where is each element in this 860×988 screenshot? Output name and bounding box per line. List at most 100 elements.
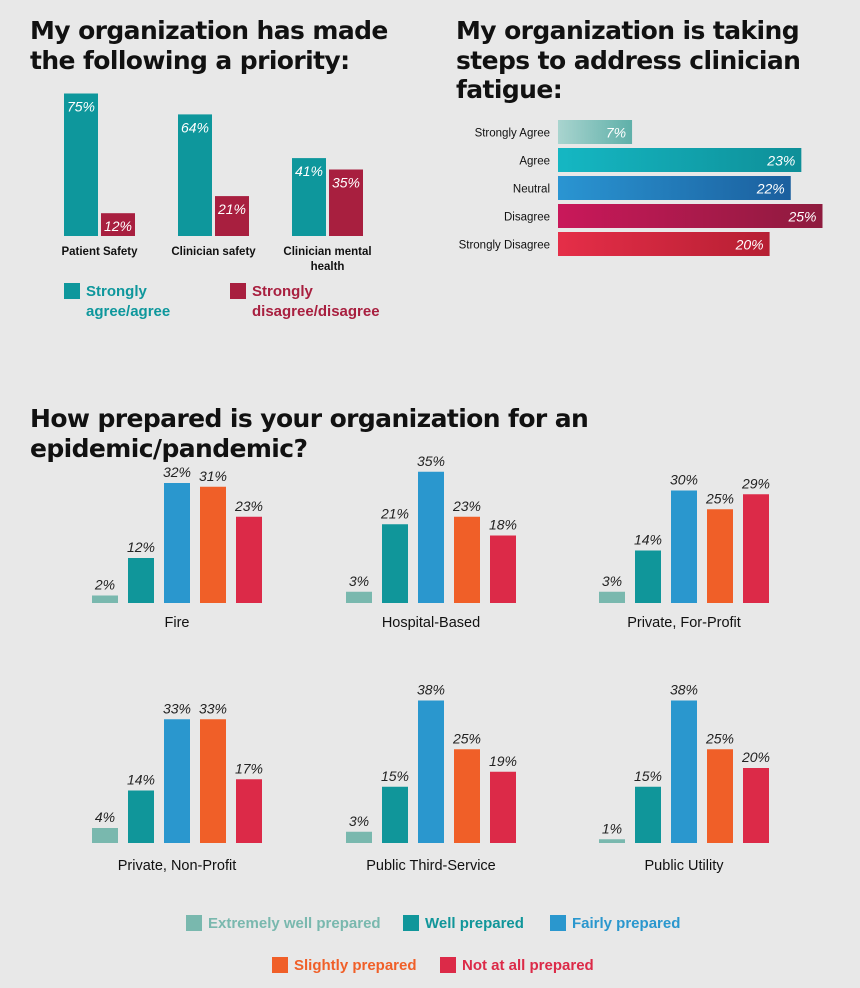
prepared-value-label-3-3: 33% [199,700,227,716]
prepared-bar-5-0 [599,839,625,843]
prepared-value-label-1-1: 21% [380,505,409,521]
prepared-panel-label-4: Public Third-Service [366,858,495,874]
fatigue-category-label-1: Agree [519,156,550,168]
prepared-value-label-1-4: 18% [489,517,517,533]
prepared-legend-label-4: Not at all prepared [462,957,594,974]
prepared-legend-swatch-0 [186,915,202,931]
prepared-legend-item-4: Not at all prepared [440,956,594,976]
prepared-bar-3-1 [128,790,154,843]
prepared-value-label-4-1: 15% [381,768,409,784]
prepared-bar-3-4 [236,779,262,843]
prepared-bar-4-2 [418,700,444,843]
prepared-bar-4-4 [490,771,516,843]
prepared-value-label-3-1: 14% [127,772,155,788]
prepared-bar-0-0 [92,595,118,603]
prepared-legend-item-1: Well prepared [403,914,524,934]
priority-category-label-0: Patient Safety [61,246,138,258]
prepared-legend-swatch-3 [272,957,288,973]
priority-legend-item-1: Strongly disagree/disagree [230,282,402,321]
priority-category-label-1: Clinician safety [171,246,256,258]
prepared-bar-5-1 [635,786,661,843]
prepared-value-label-4-3: 25% [452,730,481,746]
priority-chart: 75% 12% Patient Safety 64% 21% Clinician safe… [61,93,372,273]
prepared-legend-label-1: Well prepared [425,915,524,932]
priority-value-label-1-1: 21% [217,201,246,217]
fatigue-value-label-1: 23% [766,153,795,169]
prepared-value-label-2-4: 29% [741,475,770,491]
prepared-legend-label-3: Slightly prepared [294,957,417,974]
prepared-panel-label-2: Private, For-Profit [627,615,741,631]
prepared-value-label-2-3: 25% [705,490,734,506]
prepared-value-label-3-2: 33% [163,700,191,716]
priority-value-label-0-1: 12% [104,218,132,234]
priority-chart-title: My organization has made the following a… [30,16,388,75]
prepared-value-label-1-3: 23% [452,498,481,514]
priority-value-label-0-0: 75% [67,99,95,115]
fatigue-category-label-4: Strongly Disagree [459,240,550,252]
prepared-bar-1-4 [490,535,516,603]
prepared-value-label-4-0: 3% [349,813,369,829]
prepared-value-label-3-4: 17% [235,760,263,776]
prepared-bar-5-3 [707,749,733,843]
fatigue-bar-1 [558,148,802,172]
prepared-bar-2-4 [743,494,769,603]
prepared-bar-0-3 [200,486,226,603]
prepared-bar-4-1 [382,786,408,843]
prepared-panel-label-5: Public Utility [645,858,725,874]
prepared-bar-3-2 [164,719,190,843]
prepared-value-label-0-0: 2% [94,577,115,593]
fatigue-value-label-2: 22% [756,181,785,197]
prepared-chart: 2% 12% 32% 31% 23% Fire 3% 21% 35% 23% 18% Hospital… [92,453,770,874]
fatigue-bar-4 [558,232,770,256]
prepared-value-label-5-0: 1% [602,820,622,836]
prepared-value-label-1-0: 3% [349,573,369,589]
prepared-value-label-0-3: 31% [199,468,227,484]
fatigue-category-label-2: Neutral [513,184,550,196]
fatigue-bar-2 [558,176,791,200]
prepared-value-label-5-2: 38% [670,682,698,698]
prepared-value-label-2-1: 14% [634,532,662,548]
priority-bar-0-1 [101,213,135,236]
prepared-bar-1-2 [418,471,444,603]
prepared-chart-title: How prepared is your organization for an… [30,404,589,463]
prepared-legend-item-0: Extremely well prepared [186,914,381,934]
prepared-legend-label-2: Fairly prepared [572,915,681,932]
prepared-legend-label-0: Extremely well prepared [208,915,381,932]
priority-legend-label-0: Strongly agree/agree [86,283,171,320]
prepared-bar-1-3 [454,516,480,603]
prepared-bar-4-0 [346,831,372,843]
prepared-bar-2-1 [635,550,661,603]
prepared-legend-item-3: Slightly prepared [272,956,417,976]
prepared-bar-2-3 [707,509,733,603]
fatigue-bar-3 [558,204,823,228]
prepared-bar-0-4 [236,516,262,603]
prepared-value-label-2-2: 30% [670,472,698,488]
priority-value-label-2-0: 41% [295,163,323,179]
priority-legend-item-0: Strongly agree/agree [64,282,181,321]
prepared-bar-5-2 [671,700,697,843]
prepared-bar-3-0 [92,828,118,843]
prepared-bar-2-2 [671,490,697,603]
prepared-value-label-0-1: 12% [127,539,155,555]
prepared-value-label-3-0: 4% [95,809,115,825]
prepared-bar-1-0 [346,591,372,603]
prepared-value-label-5-3: 25% [705,730,734,746]
fatigue-value-label-4: 20% [735,237,764,253]
priority-value-label-1-0: 64% [181,119,209,135]
prepared-bar-0-2 [164,483,190,603]
prepared-bar-1-1 [382,524,408,603]
prepared-value-label-5-1: 15% [634,768,662,784]
prepared-panel-label-3: Private, Non-Profit [118,858,236,874]
prepared-bar-3-3 [200,719,226,843]
fatigue-chart: 7% Strongly Agree 23% Agree 22% Neutral 25% Dis… [459,120,823,256]
fatigue-bar-0 [558,120,633,144]
prepared-bar-2-0 [599,591,625,603]
prepared-value-label-2-0: 3% [602,573,622,589]
prepared-legend-swatch-4 [440,957,456,973]
prepared-value-label-4-2: 38% [417,682,445,698]
priority-legend-label-1: Strongly disagree/disagree [252,283,380,320]
fatigue-value-label-0: 7% [606,125,626,141]
prepared-value-label-5-4: 20% [741,749,770,765]
fatigue-value-label-3: 25% [787,209,816,225]
